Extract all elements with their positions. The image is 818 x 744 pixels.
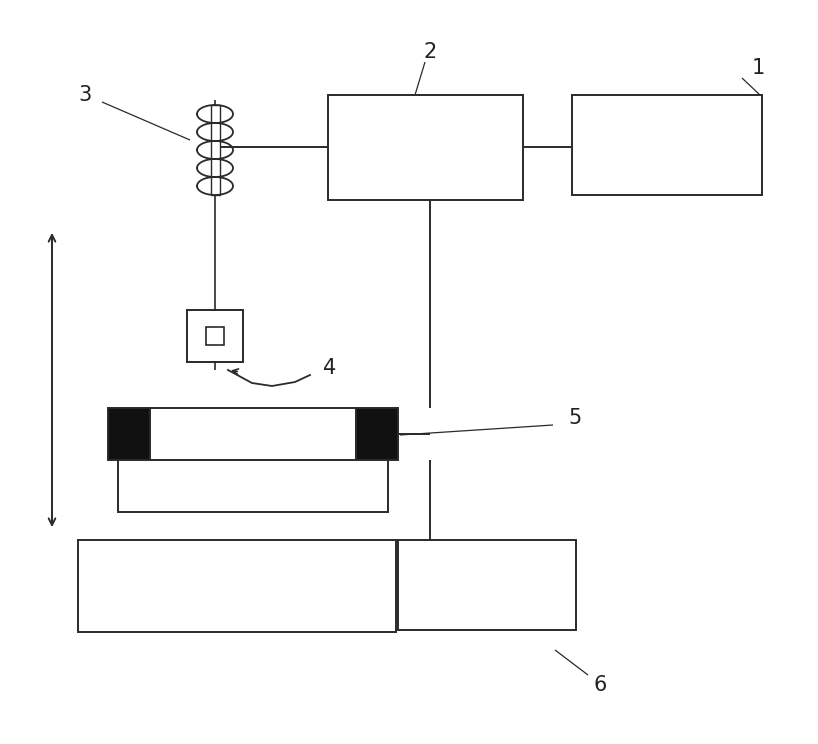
Bar (187, 310, 243, 362)
Bar (78, 540, 396, 632)
Bar (328, 95, 523, 200)
Bar (108, 408, 150, 460)
Bar (398, 540, 576, 630)
Text: 3: 3 (79, 85, 92, 105)
Bar (211, 105, 220, 195)
Bar (118, 460, 388, 512)
Text: 5: 5 (569, 408, 582, 428)
Bar (572, 95, 762, 195)
Bar (206, 327, 224, 345)
Bar (150, 408, 356, 460)
Text: 4: 4 (323, 358, 337, 378)
Bar (356, 408, 398, 460)
Text: 1: 1 (752, 58, 765, 78)
Text: 6: 6 (593, 675, 607, 695)
Text: 2: 2 (424, 42, 437, 62)
